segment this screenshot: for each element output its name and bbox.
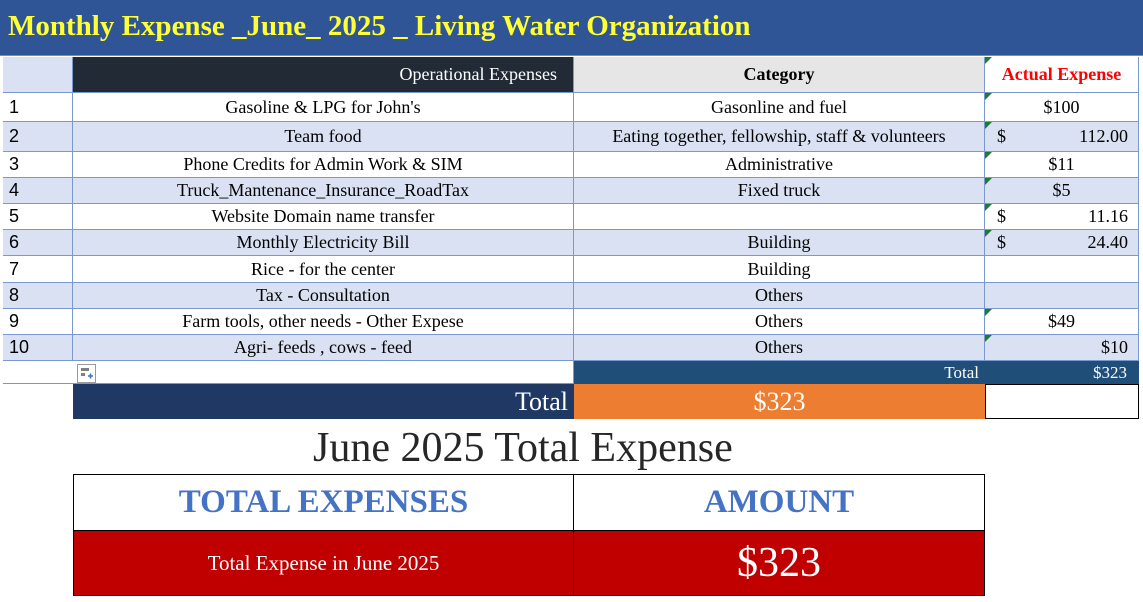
summary-title: June 2025 Total Expense — [313, 425, 733, 471]
expense-name-cell[interactable]: Rice - for the center — [73, 256, 574, 283]
row-number[interactable]: 6 — [3, 230, 73, 256]
row-number[interactable]: 5 — [3, 204, 73, 230]
table-total-label[interactable]: Total — [574, 361, 985, 384]
row-number[interactable]: 7 — [3, 256, 73, 283]
amount-value: 112.00 — [1079, 126, 1128, 146]
category-cell[interactable]: Others — [574, 309, 985, 335]
currency-symbol: $ — [997, 206, 1006, 226]
expense-name-cell[interactable]: Farm tools, other needs - Other Expese — [73, 309, 574, 335]
expense-name-cell[interactable]: Phone Credits for Admin Work & SIM — [73, 152, 574, 178]
currency-symbol: $ — [997, 232, 1006, 252]
row-number[interactable]: 10 — [3, 335, 73, 361]
expense-name-cell[interactable]: Tax - Consultation — [73, 283, 574, 309]
expense-name-cell[interactable]: Agri- feeds , cows - feed — [73, 335, 574, 361]
row-number[interactable]: 8 — [3, 283, 73, 309]
category-cell[interactable]: Others — [574, 283, 985, 309]
category-cell[interactable]: Others — [574, 335, 985, 361]
total-row-blank-cell[interactable] — [3, 361, 574, 384]
currency-symbol: $ — [997, 126, 1006, 146]
row-number[interactable]: 2 — [3, 122, 73, 152]
actual-expense-cell[interactable]: $112.00 — [985, 122, 1139, 152]
quick-analysis-glyph — [81, 368, 93, 379]
header-actual-expense[interactable]: Actual Expense — [985, 57, 1139, 93]
grand-total-value[interactable]: $323 — [574, 384, 985, 419]
amount-value: 24.40 — [1087, 232, 1129, 252]
expense-name-cell[interactable]: Team food — [73, 122, 574, 152]
category-cell[interactable]: Fixed truck — [574, 178, 985, 204]
category-cell[interactable]: Eating together, fellowship, staff & vol… — [574, 122, 985, 152]
grand-total-empty-cell[interactable] — [985, 384, 1139, 419]
actual-expense-cell[interactable] — [985, 256, 1139, 283]
category-cell[interactable]: Gasonline and fuel — [574, 93, 985, 122]
expense-name-cell[interactable]: Truck_Mantenance_Insurance_RoadTax — [73, 178, 574, 204]
amount-value: 11.16 — [1088, 206, 1128, 226]
header-category[interactable]: Category — [574, 57, 985, 93]
summary-row-value[interactable]: $323 — [573, 530, 985, 596]
page-title: Monthly Expense _June_ 2025 _ Living Wat… — [8, 10, 751, 42]
expense-name-cell[interactable]: Gasoline & LPG for John's — [73, 93, 574, 122]
actual-expense-cell[interactable]: $49 — [985, 309, 1139, 335]
quick-analysis-icon[interactable] — [77, 364, 96, 383]
title-banner: Monthly Expense _June_ 2025 _ Living Wat… — [0, 0, 1143, 56]
category-cell[interactable]: Building — [574, 230, 985, 256]
table-total-value[interactable]: $323 — [985, 361, 1139, 384]
summary-header-total-expenses[interactable]: TOTAL EXPENSES — [73, 474, 574, 531]
actual-expense-cell[interactable]: $24.40 — [985, 230, 1139, 256]
row-number[interactable]: 4 — [3, 178, 73, 204]
actual-expense-cell[interactable]: $11.16 — [985, 204, 1139, 230]
actual-expense-cell[interactable] — [985, 283, 1139, 309]
category-cell[interactable]: Administrative — [574, 152, 985, 178]
category-cell[interactable] — [574, 204, 985, 230]
actual-expense-cell[interactable]: $100 — [985, 93, 1139, 122]
grand-total-label[interactable]: Total — [73, 384, 574, 419]
row-number[interactable]: 3 — [3, 152, 73, 178]
header-operational-expenses[interactable]: Operational Expenses — [73, 57, 574, 93]
actual-expense-cell[interactable]: $11 — [985, 152, 1139, 178]
expense-name-cell[interactable]: Monthly Electricity Bill — [73, 230, 574, 256]
summary-header-amount[interactable]: AMOUNT — [573, 474, 985, 531]
header-corner-cell[interactable] — [3, 57, 73, 93]
summary-row-label[interactable]: Total Expense in June 2025 — [73, 530, 574, 596]
expense-name-cell[interactable]: Website Domain name transfer — [73, 204, 574, 230]
actual-expense-cell[interactable]: $10 — [985, 335, 1139, 361]
row-number[interactable]: 1 — [3, 93, 73, 122]
actual-expense-cell[interactable]: $5 — [985, 178, 1139, 204]
row-number[interactable]: 9 — [3, 309, 73, 335]
category-cell[interactable]: Building — [574, 256, 985, 283]
